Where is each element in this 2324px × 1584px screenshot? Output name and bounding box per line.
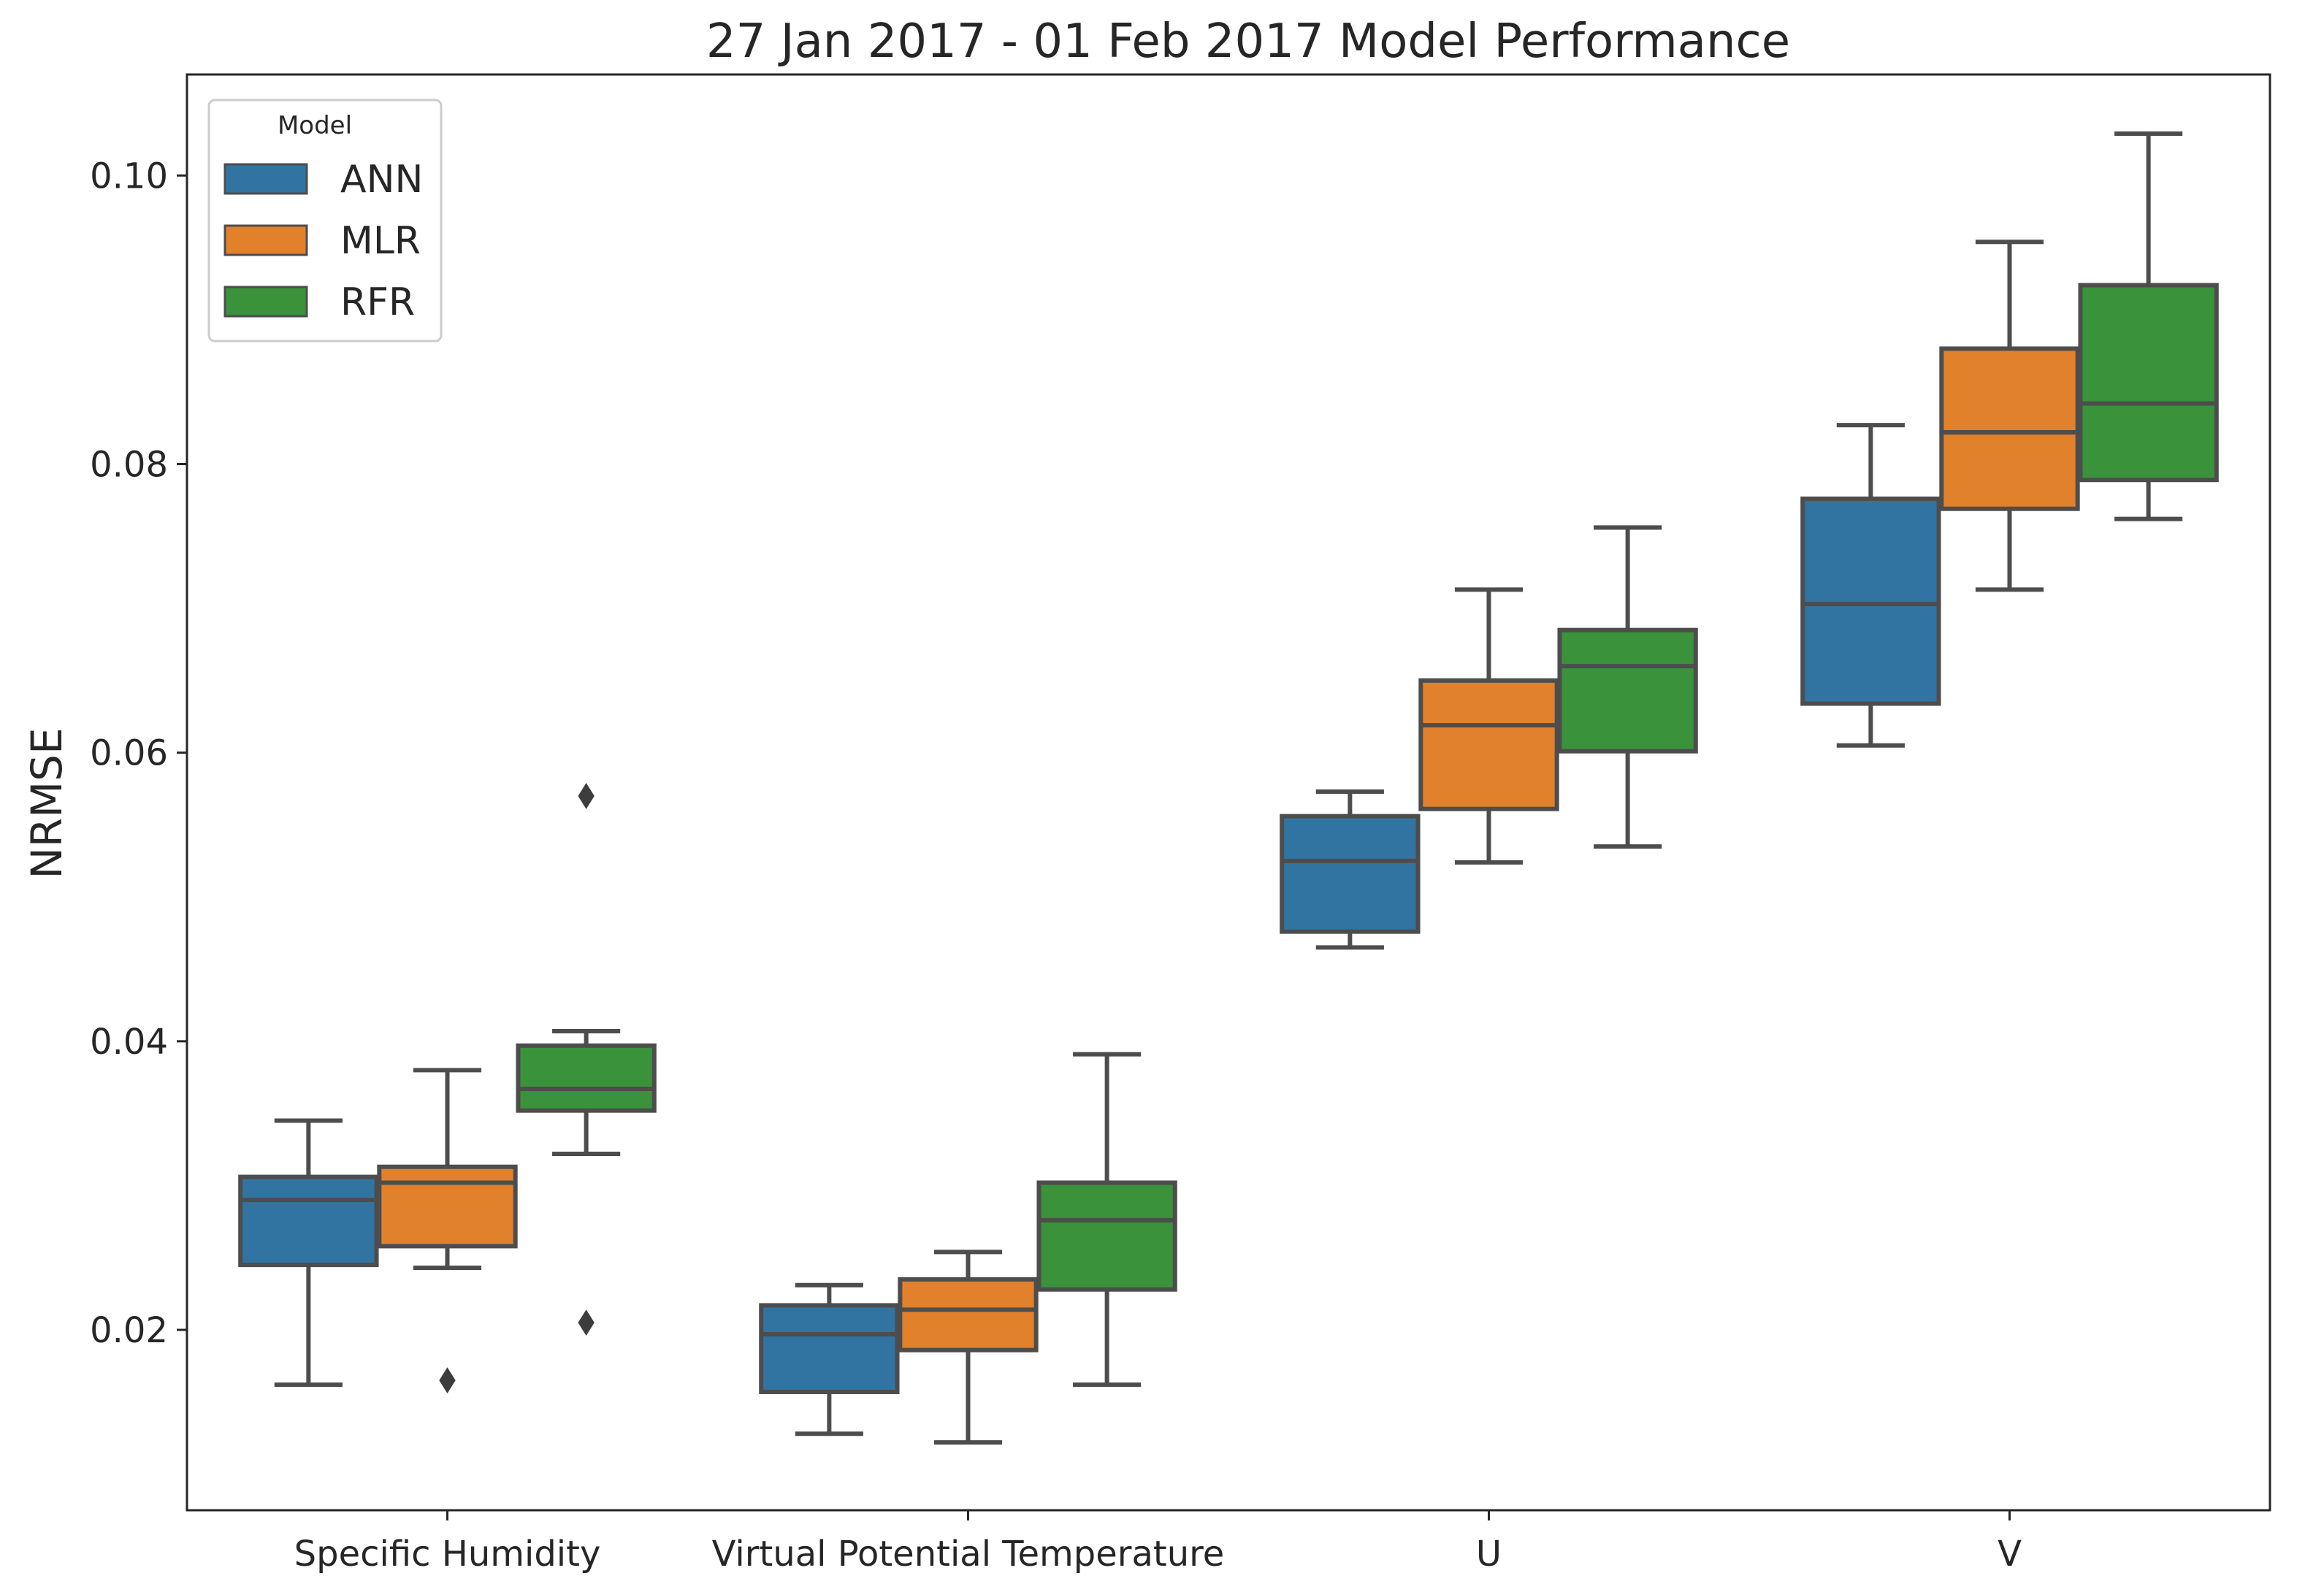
box-group (898, 1250, 1039, 1445)
legend-label-rfr: RFR (340, 280, 415, 324)
axes-frame (186, 73, 2271, 1512)
x-tick-label: U (1476, 1534, 1502, 1575)
box-group (759, 1282, 900, 1436)
legend-swatch-rfr (223, 286, 308, 318)
legend-label-mlr: MLR (340, 219, 421, 263)
box-iqr (516, 1043, 657, 1113)
box-group (1557, 525, 1698, 849)
legend-label-ann: ANN (340, 158, 423, 202)
box-iqr (2078, 283, 2219, 483)
box-iqr (898, 1277, 1039, 1352)
x-tick-label: V (1998, 1534, 2022, 1575)
legend-swatch-mlr (223, 224, 308, 256)
legend-frame (207, 99, 443, 343)
x-tick-label: Specific Humidity (294, 1534, 601, 1575)
box-group (1418, 587, 1559, 865)
legend-swatch-ann (223, 163, 308, 195)
box-iqr (759, 1303, 900, 1394)
box-group (377, 1068, 518, 1394)
outlier-point (578, 1309, 595, 1336)
chart-title: 27 Jan 2017 - 01 Feb 2017 Model Performa… (706, 15, 1790, 69)
box-iqr (1800, 496, 1941, 706)
box-iqr (377, 1164, 518, 1249)
box-group (516, 783, 657, 1336)
box-iqr (1939, 346, 2080, 511)
legend-title: Model (278, 111, 352, 140)
box-group (1036, 1052, 1177, 1388)
box-group (1800, 423, 1941, 748)
box-group (238, 1118, 379, 1388)
y-tick-label: 0.06 (90, 733, 168, 774)
plot-area (238, 131, 2219, 1445)
box-iqr (1280, 814, 1421, 934)
y-axis-label: NRMSE (22, 727, 72, 879)
box-group (2078, 131, 2219, 521)
box-iqr (1036, 1180, 1177, 1292)
box-iqr (1418, 678, 1559, 811)
y-tick-label: 0.04 (90, 1022, 168, 1063)
box-iqr (1557, 627, 1698, 754)
outlier-point (439, 1367, 456, 1394)
axes: 0.02 0.04 0.06 0.08 0.10 Specific Humidity Vir… (90, 73, 2271, 1575)
y-tick-label: 0.02 (90, 1310, 168, 1351)
y-tick-label: 0.10 (90, 156, 168, 196)
outlier-point (578, 783, 595, 809)
x-tick-label: Virtual Potential Temperature (712, 1534, 1225, 1575)
box-iqr (238, 1174, 379, 1268)
y-tick-label: 0.08 (90, 444, 168, 485)
box-group (1939, 240, 2080, 592)
box-group (1280, 789, 1421, 950)
legend: Model ANN MLR RFR (207, 99, 443, 343)
